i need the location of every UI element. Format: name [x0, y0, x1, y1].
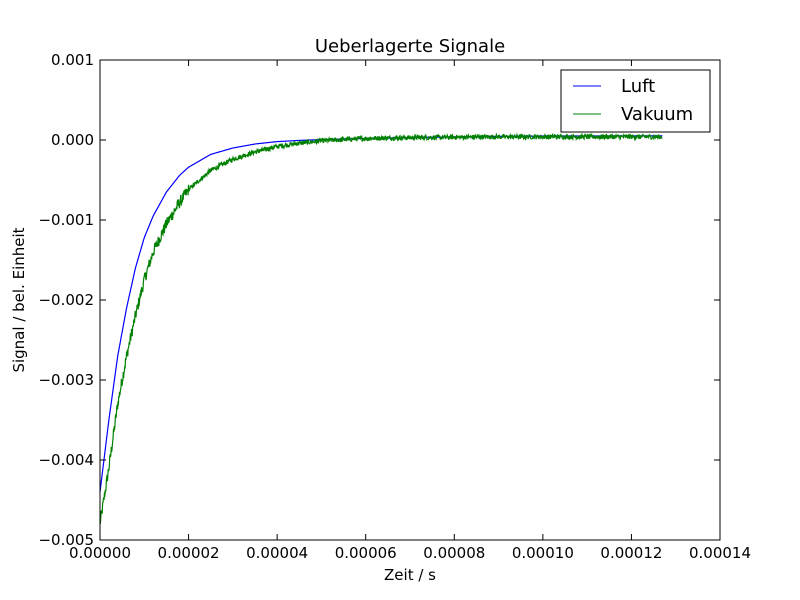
- plot-area: [100, 60, 720, 540]
- x-axis-label: Zeit / s: [384, 566, 436, 584]
- y-tick-label: −0.005: [38, 531, 94, 549]
- chart-title: Ueberlagerte Signale: [315, 36, 505, 57]
- x-tick-label: 0.00008: [423, 544, 485, 562]
- y-tick-label: −0.004: [38, 451, 94, 469]
- series-layer: [99, 132, 663, 525]
- x-tick-label: 0.00014: [689, 544, 751, 562]
- y-tick-label: 0.001: [51, 51, 94, 69]
- x-axis-ticks: 0.00000 0.00002 0.00004 0.00006 0.00008 0.000…: [69, 60, 751, 562]
- x-tick-label: 0.00006: [335, 544, 397, 562]
- y-tick-label: −0.002: [38, 291, 94, 309]
- x-tick-label: 0.00002: [158, 544, 220, 562]
- y-tick-label: −0.001: [38, 211, 94, 229]
- legend-label-luft: Luft: [621, 76, 655, 97]
- x-tick-label: 0.00010: [512, 544, 574, 562]
- legend: Luft Vakuum: [560, 69, 711, 133]
- legend-label-vakuum: Vakuum: [621, 104, 693, 125]
- legend-box: [560, 69, 711, 133]
- y-tick-label: 0.000: [51, 131, 94, 149]
- y-tick-label: −0.003: [38, 371, 94, 389]
- y-axis-label: Signal / bel. Einheit: [10, 227, 28, 372]
- x-tick-label: 0.00012: [600, 544, 662, 562]
- x-tick-label: 0.00000: [69, 544, 131, 562]
- series-line-vakuum: [99, 132, 663, 525]
- y-axis-ticks: −0.005 −0.004 −0.003 −0.002 −0.001 0.000 0.001: [38, 51, 720, 549]
- x-tick-label: 0.00004: [246, 544, 308, 562]
